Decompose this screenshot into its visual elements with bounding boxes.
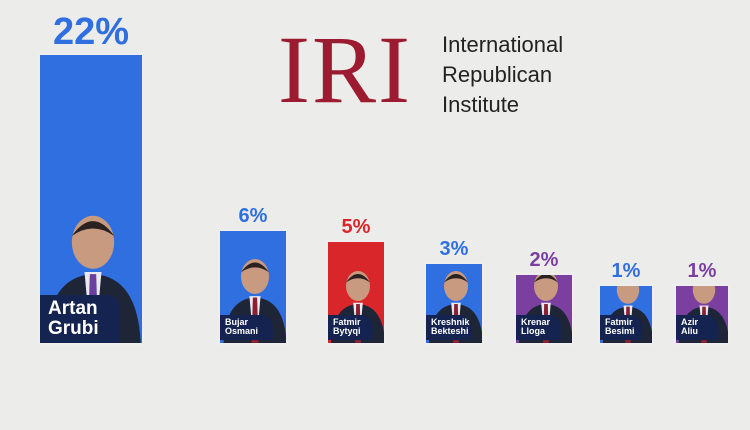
bar bbox=[514, 273, 574, 345]
logo-text: Institute bbox=[442, 92, 520, 117]
value-label: 3% bbox=[439, 238, 469, 260]
name-label: Fatmir Besimi bbox=[600, 315, 642, 340]
value-label: 2% bbox=[529, 249, 559, 271]
value-label: 22% bbox=[52, 11, 130, 53]
name-label: Azir Aliu bbox=[676, 315, 718, 340]
logo-mark: IRI bbox=[278, 16, 412, 123]
value-label: 6% bbox=[238, 205, 268, 227]
name-label: Artan Grubi bbox=[40, 295, 120, 343]
logo-text: Republican bbox=[442, 62, 553, 87]
value-label: 1% bbox=[687, 260, 717, 282]
value-label: 5% bbox=[341, 216, 371, 238]
name-label: Kreshnik Bekteshi bbox=[426, 315, 471, 340]
name-label: Bujar Osmani bbox=[220, 315, 273, 340]
name-label: Krenar Lloga bbox=[516, 315, 561, 340]
name-label: Fatmir Bytyqi bbox=[328, 315, 373, 340]
logo-text: International bbox=[442, 32, 564, 57]
value-label: 1% bbox=[611, 260, 641, 282]
